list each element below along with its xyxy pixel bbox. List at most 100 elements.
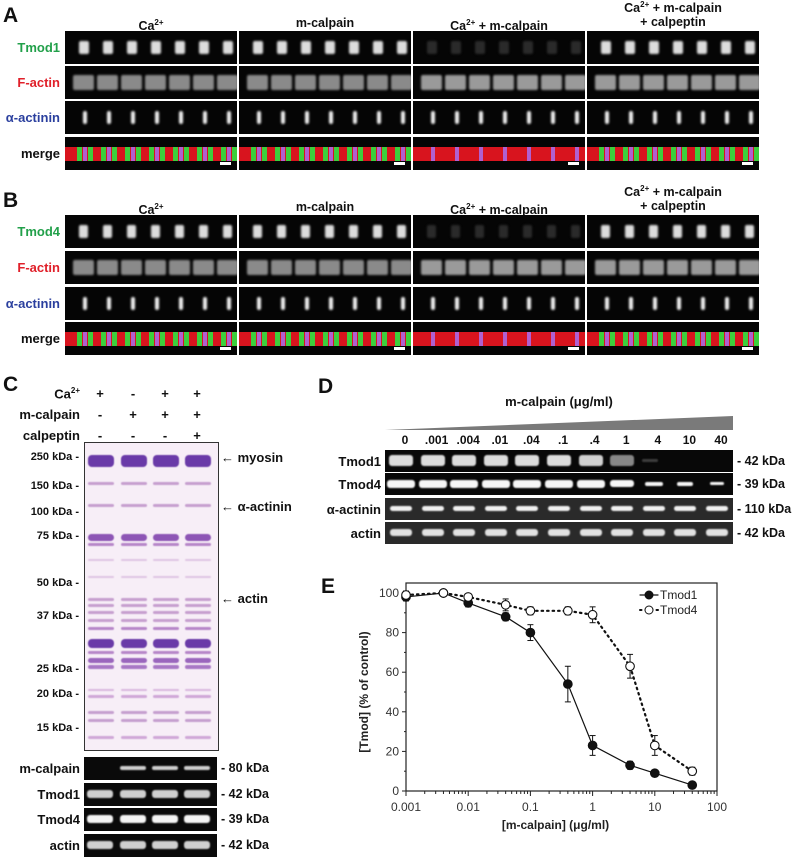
lane-concentration: 0 [401, 433, 409, 447]
merge-z-disc [479, 146, 483, 161]
blot-band [421, 506, 444, 511]
gel-band [121, 719, 147, 722]
blot-band [548, 506, 570, 511]
z-disc [179, 110, 183, 124]
actin-band [667, 259, 688, 275]
blot-band [548, 529, 570, 536]
z-disc [401, 110, 405, 124]
merge-tmod [149, 331, 154, 346]
z-disc [629, 296, 633, 310]
header-text: Ca [138, 19, 155, 34]
micrograph-tile [413, 31, 585, 64]
plot-frame [405, 582, 718, 792]
micrograph-tile [587, 287, 759, 320]
merge-tmod [730, 331, 735, 346]
merge-tmod [347, 146, 352, 161]
blot-label: Tmod1 [338, 454, 381, 469]
micrograph-tile [239, 287, 411, 320]
gel-band [121, 604, 147, 607]
superscript: 2+ [466, 18, 476, 27]
merge-tmod [286, 146, 291, 161]
tmod-striation [499, 224, 508, 238]
merge-z-disc [605, 331, 609, 346]
z-disc [257, 110, 261, 124]
kda-label: - 42 kDa [737, 454, 785, 468]
tmod-striation [523, 40, 533, 54]
z-disc [551, 296, 555, 310]
lane-concentration: .1 [557, 433, 568, 447]
condition-sign: + [193, 428, 201, 443]
z-disc [527, 110, 531, 124]
header-text: Ca [450, 203, 467, 218]
gel-band [185, 598, 211, 601]
blot-band [483, 455, 508, 466]
condition-sign: + [193, 407, 201, 422]
header-line: Ca2+ + m-calpain [587, 182, 759, 199]
tmod-striation [103, 224, 112, 238]
actin-band [73, 74, 94, 90]
z-disc [479, 296, 483, 310]
gel-band [121, 689, 147, 691]
lane-concentration: 1 [622, 433, 630, 447]
z-disc [179, 296, 183, 310]
tmod-striation [475, 40, 485, 54]
z-disc [377, 110, 381, 124]
merge-tmod [743, 331, 748, 346]
actin-band [691, 74, 712, 90]
z-disc [83, 296, 87, 310]
y-tick-label: 40 [386, 705, 400, 719]
z-disc [605, 110, 609, 124]
z-disc [353, 110, 357, 124]
blot-band [641, 459, 658, 462]
y-tick-label: 80 [386, 626, 400, 640]
tmod-striation [79, 224, 88, 238]
gel-band [153, 482, 179, 485]
actin-band [367, 74, 388, 90]
merge-z-disc [701, 146, 705, 161]
x-tick-label: 10 [648, 800, 662, 814]
lane-concentration: 4 [654, 433, 662, 447]
filled-circle-marker [562, 679, 573, 689]
tmod-striation [175, 224, 184, 238]
z-disc [107, 296, 111, 310]
z-disc [377, 296, 381, 310]
z-disc [653, 296, 657, 310]
gel-band [153, 658, 179, 663]
lane-concentration: .001 [424, 433, 449, 447]
actin-band [469, 259, 490, 275]
gel-band [153, 598, 179, 601]
mw-marker: 100 kDa - [30, 506, 79, 518]
condition-sign: + [129, 407, 137, 422]
panel-e-letter: E [321, 575, 336, 598]
condition-sign: - [130, 428, 136, 443]
micrograph-tile [413, 251, 585, 284]
blot-band [389, 455, 413, 466]
gel-band [88, 658, 114, 663]
x-tick-label: 0.01 [457, 800, 481, 814]
merge-z-disc [377, 146, 381, 161]
gel-band [153, 619, 179, 622]
actin-band [691, 259, 712, 275]
scale-bar [568, 162, 579, 165]
filled-circle-marker [625, 760, 635, 771]
micrograph-tile [587, 31, 759, 64]
blot-band [674, 506, 697, 511]
tmod-striation [127, 40, 137, 54]
merge-z-disc [629, 331, 633, 346]
tmod-striation [427, 224, 436, 238]
blot-label: Tmod4 [37, 812, 80, 827]
blot-band [453, 529, 476, 536]
actin-band [217, 74, 237, 90]
actin-band [391, 259, 411, 275]
merge-z-disc [281, 331, 285, 346]
header-line: m-calpain [239, 16, 411, 30]
actin-band [319, 74, 340, 90]
header-text: + m-calpain [649, 1, 722, 16]
gel-band [185, 559, 211, 561]
actin-band [739, 259, 759, 275]
merge-tmod [395, 331, 400, 346]
gel-band [88, 482, 114, 485]
merge-tmod [754, 146, 759, 161]
filled-circle-marker [587, 740, 598, 751]
western-blot-strip [84, 757, 217, 780]
